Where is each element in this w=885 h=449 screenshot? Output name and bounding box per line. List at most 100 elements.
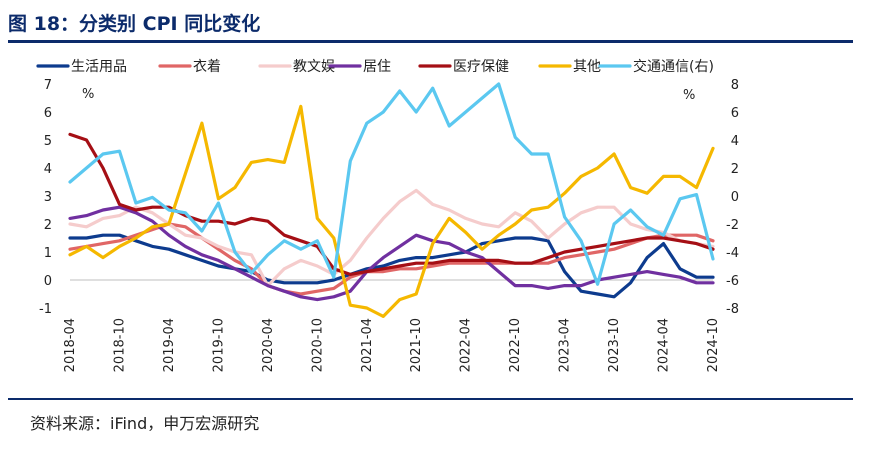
data-point [316,217,319,220]
data-point [382,315,385,318]
data-point [134,237,137,239]
data-point [464,262,467,265]
data-point [679,267,682,270]
x-tick-label: 2020-04 [261,318,276,372]
series-5 [68,104,715,318]
x-tick-label: 2018-04 [63,318,78,372]
series-3 [68,205,715,302]
data-point [200,253,203,256]
series-2 [68,188,715,288]
left-tick-label: 4 [44,162,52,177]
data-point [580,239,583,242]
data-point [299,105,302,108]
data-point [448,217,451,220]
data-point [464,251,467,253]
data-point [596,251,599,253]
data-point [514,136,517,139]
data-point [299,293,302,295]
data-point [200,122,203,125]
data-point [431,265,434,267]
data-point [332,276,335,279]
data-point [646,225,649,228]
left-tick-label: 0 [44,274,52,289]
series-line [68,205,715,302]
data-point [69,237,71,239]
data-point [712,248,714,251]
data-point [283,290,286,293]
data-point [69,217,71,220]
data-point [712,258,714,260]
data-point [349,276,352,279]
data-point [679,234,682,237]
legend-label: 生活用品 [71,59,127,75]
data-point [184,225,187,228]
data-point [431,256,434,259]
data-point [167,209,170,211]
data-point [332,287,335,290]
data-point [151,206,154,209]
data-point [613,206,616,209]
x-tick-label: 2022-10 [508,318,523,372]
data-point [217,220,220,223]
data-point [101,167,104,169]
data-point [662,237,665,239]
data-point [530,262,533,265]
data-point [563,284,566,287]
data-point [646,192,649,195]
data-point [530,284,533,287]
series-6 [68,82,715,286]
data-point [299,295,302,298]
figure-title: 图 18：分类别 CPI 同比变化 [8,13,261,35]
data-point [101,242,104,245]
data-point [233,259,236,262]
data-point [69,133,71,136]
data-point [530,220,533,223]
data-point [217,202,220,204]
data-point [184,234,187,237]
data-point [431,262,434,265]
left-tick-label: 3 [44,190,52,205]
data-point [431,242,434,245]
data-point [283,267,286,270]
data-point [151,211,154,214]
data-point [563,270,566,273]
left-tick-label: 2 [44,218,52,233]
data-point [497,225,500,228]
data-point [662,242,665,245]
data-point [596,283,599,286]
axes: 7 6 5 4 3 2 1 0 -1 8 6 4 2 0 -2 -4 -6 -8% % 2018-04 2018-10 2… [39,78,739,372]
data-point [349,259,352,262]
data-point [695,281,698,284]
data-point [349,290,352,293]
data-point [712,147,714,150]
data-point [332,237,335,239]
data-point [514,211,517,214]
data-point [85,214,88,217]
data-point [646,270,649,273]
data-point [613,276,616,279]
title-rule [8,40,853,43]
x-tick-label: 2021-04 [360,318,375,372]
data-point [481,242,484,245]
right-tick-label: 2 [731,162,739,177]
data-point [530,237,533,239]
data-point [398,265,401,267]
data-point [299,281,302,284]
data-point [481,223,484,225]
data-point [629,223,632,225]
data-point [464,217,467,220]
data-point [382,267,385,270]
data-point [382,111,385,113]
source-rule [8,398,853,400]
data-point [448,259,451,262]
data-point [415,262,418,265]
data-point [217,248,220,251]
legend-label: 教文娱 [293,59,335,75]
data-point [547,237,550,239]
data-point [497,234,500,237]
data-point [431,87,434,90]
data-point [365,237,368,239]
legend-label: 医疗保健 [453,59,509,75]
data-point [547,262,550,265]
data-point [613,153,616,155]
